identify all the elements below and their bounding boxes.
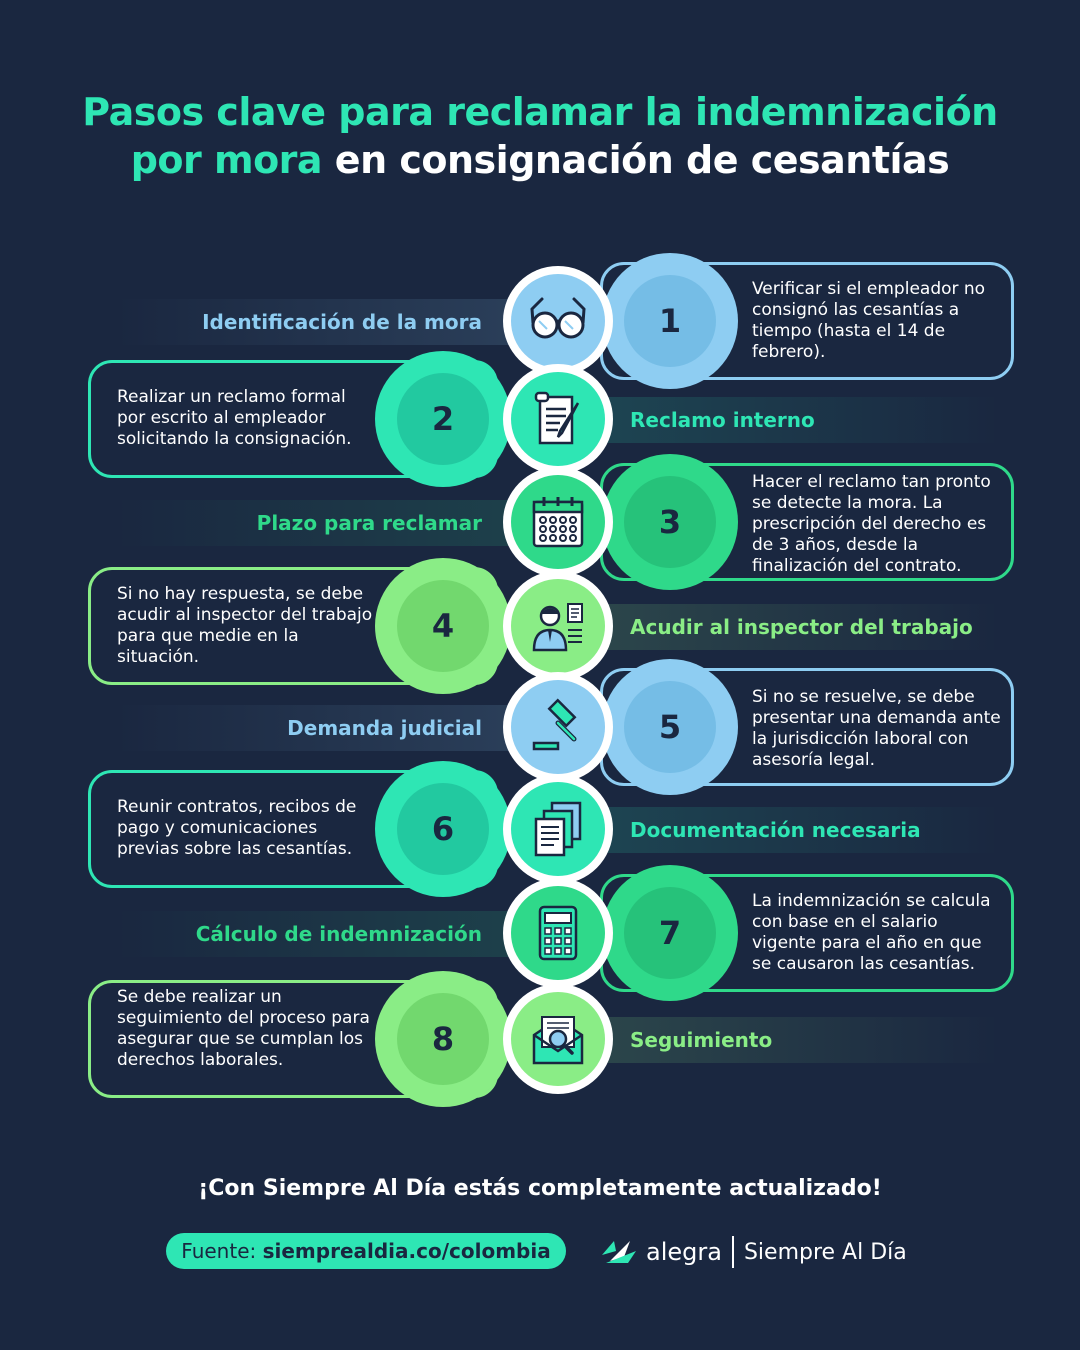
step-number: 1 [624,275,716,367]
step-number: 3 [624,476,716,568]
step-description: Si no se resuelve, se debe presentar una… [752,687,1001,770]
step-number: 6 [397,783,489,875]
glasses-icon [530,297,586,339]
source-link[interactable]: siemprealdia.co/colombia [262,1239,551,1263]
number-circle: 7 [602,865,738,1001]
document-pen-icon [534,391,580,445]
step-label: Plazo para reclamar [256,511,482,535]
footer-tagline: ¡Con Siempre Al Día estás completamente … [198,1176,882,1201]
step-5: Demanda judicial Si no se resuelve, se d… [0,659,1080,795]
label-band [115,299,515,345]
step-7: Cálculo de indemnización La indemnizació… [0,865,1080,1001]
step-description: Realizar un reclamo formal por escrito a… [117,387,352,449]
step-number: 2 [397,373,489,465]
source-pill[interactable]: Fuente: siemprealdia.co/colombia [166,1233,566,1269]
step-number: 4 [397,580,489,672]
source-prefix: Fuente: [181,1239,263,1263]
number-circle: 8 [375,971,511,1107]
documents-icon [534,801,582,857]
envelope-search-icon [532,1016,584,1065]
step-label: Documentación necesaria [630,818,921,842]
step-label: Identificación de la mora [202,310,482,334]
number-circle: 6 [375,761,511,897]
step-description: Hacer el reclamo tan pronto se detecte l… [752,472,991,576]
step-description: Se debe realizar un seguimiento del proc… [117,987,370,1070]
number-circle: 1 [602,253,738,389]
brand-siempre-al-dia: Siempre Al Día [743,1239,907,1265]
brand-divider [731,1236,734,1268]
icon-circle [503,878,613,988]
icon-circle [503,266,613,376]
step-2: Reclamo interno Realizar un reclamo form… [0,351,1080,487]
step-description: Reunir contratos, recibos de pago y comu… [117,797,357,859]
icon-circle [503,571,613,681]
icon-circle [503,467,613,577]
step-label: Demanda judicial [287,716,482,740]
icon-circle [503,774,613,884]
alegra-logo-icon [602,1241,636,1263]
title-line-1: Pasos clave para reclamar la indemnizaci… [82,90,998,134]
step-6: Documentación necesaria Reunir contratos… [0,761,1080,897]
step-3: Plazo para reclamar Hacer el reclamo tan… [0,454,1080,590]
page-title: Pasos clave para reclamar la indemnizaci… [0,88,1080,184]
number-circle: 4 [375,558,511,694]
label-band [590,807,1000,853]
icon-circle [503,364,613,474]
step-label: Seguimiento [630,1028,773,1052]
number-circle: 3 [602,454,738,590]
calendar-icon [532,497,584,548]
step-label: Cálculo de indemnización [195,922,482,946]
step-4: Acudir al inspector del trabajo Si no ha… [0,558,1080,694]
step-1: Identificación de la mora Verificar si e… [0,253,1080,389]
label-band [590,397,1000,443]
icon-circle [503,984,613,1094]
label-band [590,1017,1000,1063]
gavel-icon [532,698,577,751]
step-number: 5 [624,681,716,773]
step-8: Seguimiento Se debe realizar un seguimie… [0,971,1080,1107]
step-label: Reclamo interno [630,408,815,432]
step-description: Si no hay respuesta, se debe acudir al i… [117,584,373,667]
label-band [115,705,515,751]
step-description: La indemnización se calcula con base en … [752,891,991,974]
calculator-icon [538,905,578,961]
number-circle: 2 [375,351,511,487]
brand-logo: alegra Siempre Al Día [600,1232,907,1272]
icon-circle [503,672,613,782]
label-band [590,604,1000,650]
step-description: Verificar si el empleador no consignó la… [752,279,986,362]
step-number: 8 [397,993,489,1085]
inspector-icon [532,603,583,652]
label-band [115,911,515,957]
brand-alegra: alegra [646,1238,722,1266]
number-circle: 5 [602,659,738,795]
label-band [115,500,515,546]
title-line-2: por mora en consignación de cesantías [130,138,950,182]
step-number: 7 [624,887,716,979]
step-label: Acudir al inspector del trabajo [630,615,973,639]
